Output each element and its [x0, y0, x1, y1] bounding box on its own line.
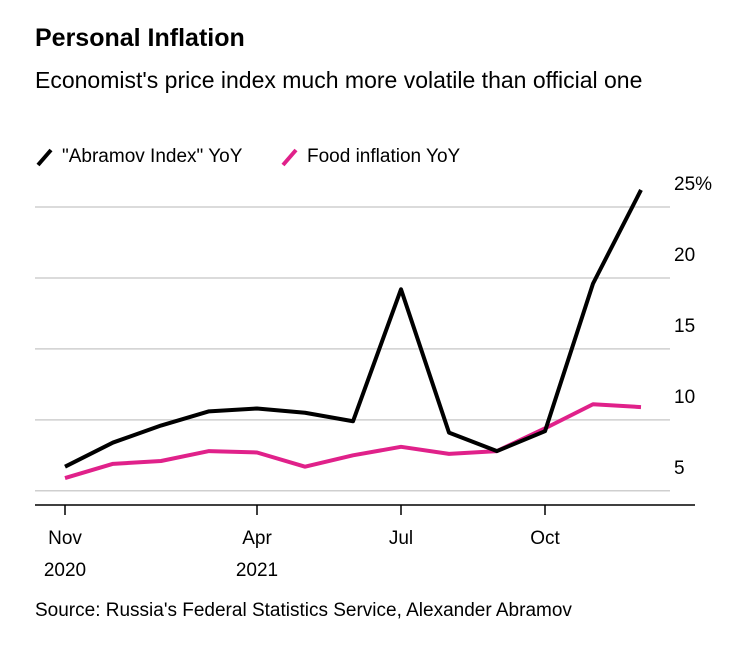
- y-tick-label: 25%: [674, 174, 712, 195]
- legend-swatch: [36, 148, 53, 167]
- x-tick-label: Nov 2020: [44, 528, 86, 581]
- chart-title: Personal Inflation: [35, 24, 245, 52]
- chart-subtitle: Economist's price index much more volati…: [35, 67, 643, 93]
- x-tick-label: Apr 2021: [236, 528, 278, 581]
- legend-label: Food inflation YoY: [307, 146, 461, 167]
- y-tick-label: 15: [674, 316, 695, 337]
- y-tick-label: 5: [674, 458, 685, 479]
- x-tick-label: Oct: [530, 528, 560, 549]
- legend-label: "Abramov Index" YoY: [62, 146, 243, 167]
- legend-swatch: [281, 148, 298, 167]
- line-series: [64, 189, 643, 469]
- line-series: [64, 402, 642, 480]
- y-tick-label: 10: [674, 387, 695, 408]
- y-tick-label: 20: [674, 245, 695, 266]
- source-note: Source: Russia's Federal Statistics Serv…: [35, 600, 572, 621]
- x-tick-label: Jul: [389, 528, 413, 549]
